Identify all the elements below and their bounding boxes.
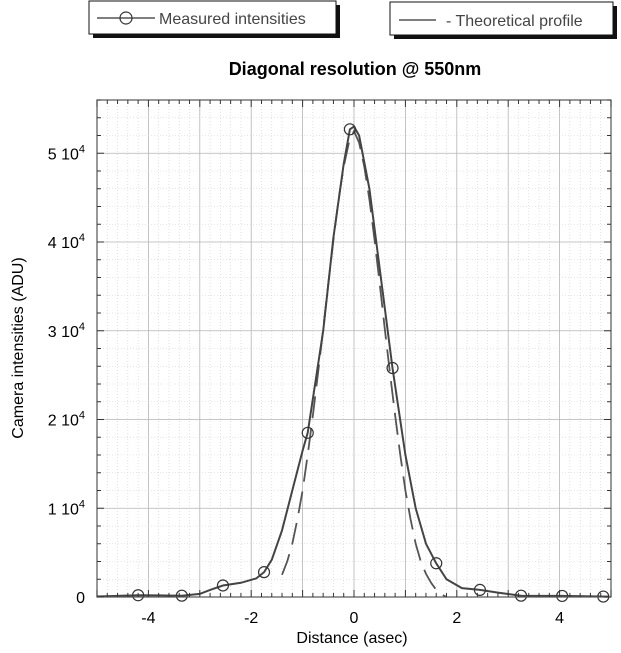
grid bbox=[96, 99, 612, 598]
x-tick-label: -2 bbox=[244, 610, 258, 627]
legend-item-measured: Measured intensities bbox=[88, 0, 340, 38]
y-tick-labels: 0 1 104 2 104 3 104 4 104 5 104 bbox=[48, 143, 85, 607]
x-tick-label: 2 bbox=[452, 610, 461, 627]
measured-point bbox=[132, 589, 145, 602]
legend-theoretical-label: - Theoretical profile bbox=[446, 13, 583, 30]
legend-measured-marker-icon bbox=[119, 11, 133, 25]
y-tick-label: 4 104 bbox=[48, 232, 85, 252]
measured-point bbox=[343, 123, 356, 136]
y-tick-label: 1 104 bbox=[48, 498, 85, 518]
measured-point bbox=[556, 589, 569, 603]
legend-measured-label: Measured intensities bbox=[159, 11, 306, 28]
axis-ticks bbox=[96, 99, 612, 598]
y-axis-label: Camera intensities (ADU) bbox=[10, 257, 27, 438]
y-tick-label: 0 bbox=[76, 590, 85, 607]
measured-series bbox=[96, 123, 610, 603]
measured-point bbox=[473, 583, 487, 597]
x-tick-labels: -4 -2 0 2 4 bbox=[141, 610, 564, 627]
y-tick-label: 5 104 bbox=[48, 143, 85, 163]
measured-point bbox=[175, 589, 188, 602]
x-tick-label: -4 bbox=[141, 610, 155, 627]
measured-point bbox=[301, 426, 314, 439]
y-tick-label: 2 104 bbox=[48, 410, 85, 430]
y-tick-label: 3 104 bbox=[48, 321, 85, 341]
x-tick-label: 4 bbox=[555, 610, 564, 627]
measured-point bbox=[257, 566, 271, 579]
measured-point bbox=[386, 361, 399, 375]
legend-item-theoretical: - Theoretical profile bbox=[389, 1, 617, 39]
measured-point bbox=[216, 579, 230, 592]
x-axis-label: Distance (asec) bbox=[296, 630, 407, 647]
x-tick-label: 0 bbox=[350, 610, 359, 627]
measured-point bbox=[430, 557, 443, 570]
measured-point bbox=[514, 589, 528, 602]
measured-intensities-line bbox=[96, 125, 609, 598]
chart-title: Diagonal resolution @ 550nm bbox=[229, 59, 482, 79]
